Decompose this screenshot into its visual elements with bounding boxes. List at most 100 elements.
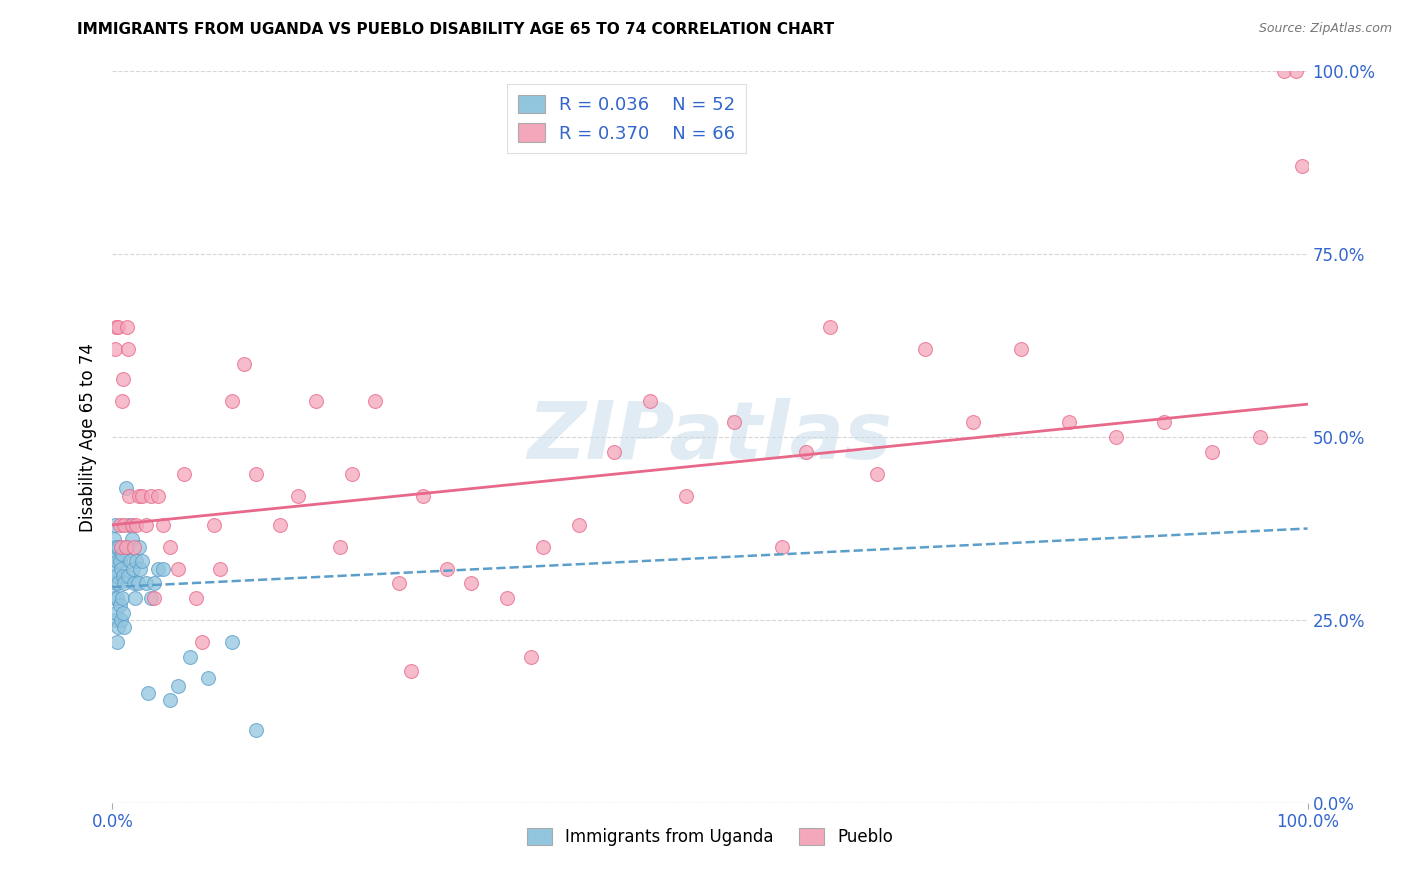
Point [436,562,458,576]
Legend: Immigrants from Uganda, Pueblo: Immigrants from Uganda, Pueblo [527,828,893,846]
Point [245,723,267,737]
Point [125,517,148,532]
Point [107,320,129,334]
Point [111,547,134,561]
Point [105,591,128,605]
Point [568,517,591,532]
Point [152,517,174,532]
Point [401,664,423,678]
Point [114,517,135,532]
Text: ZIPatlas: ZIPatlas [527,398,893,476]
Point [108,599,131,613]
Point [105,569,128,583]
Y-axis label: Disability Age 65 to 74: Disability Age 65 to 74 [79,343,97,532]
Point [104,343,127,357]
Point [128,489,150,503]
Point [112,371,135,385]
Point [104,517,127,532]
Point [128,540,150,554]
Point [202,517,225,532]
Point [245,467,267,481]
Point [143,576,166,591]
Point [866,467,889,481]
Point [221,393,243,408]
Point [1272,64,1295,78]
Point [117,569,139,583]
Point [112,606,135,620]
Point [107,576,129,591]
Point [412,489,434,503]
Point [1249,430,1271,444]
Point [105,606,128,620]
Point [167,679,190,693]
Point [167,562,190,576]
Point [121,562,143,576]
Point [138,686,160,700]
Point [104,547,127,561]
Point [818,320,841,334]
Point [108,554,131,568]
Point [124,591,146,605]
Point [103,533,125,547]
Point [105,320,128,334]
Point [233,357,256,371]
Point [105,554,128,568]
Point [104,613,127,627]
Point [139,591,162,605]
Point [107,620,129,634]
Point [209,562,232,576]
Point [118,489,141,503]
Point [640,393,662,408]
Point [131,554,153,568]
Point [114,540,136,554]
Point [114,576,135,591]
Point [104,576,127,591]
Point [723,416,745,430]
Point [269,517,291,532]
Point [127,576,149,591]
Point [105,540,128,554]
Point [115,320,138,334]
Point [1201,444,1223,458]
Point [1010,343,1032,357]
Point [173,467,195,481]
Point [112,569,135,583]
Point [122,540,145,554]
Point [305,393,328,408]
Point [675,489,697,503]
Text: IMMIGRANTS FROM UGANDA VS PUEBLO DISABILITY AGE 65 TO 74 CORRELATION CHART: IMMIGRANTS FROM UGANDA VS PUEBLO DISABIL… [77,22,834,37]
Point [770,540,793,554]
Point [135,517,157,532]
Point [603,444,626,458]
Point [1153,416,1175,430]
Point [520,649,543,664]
Point [146,489,169,503]
Point [103,591,125,605]
Point [115,540,138,554]
Point [107,540,129,554]
Point [111,591,134,605]
Point [110,613,132,627]
Point [139,489,162,503]
Point [108,517,131,532]
Point [388,576,411,591]
Point [110,562,132,576]
Point [146,562,169,576]
Point [118,517,141,532]
Point [496,591,519,605]
Point [114,481,136,495]
Point [111,393,134,408]
Point [1291,160,1313,174]
Point [129,562,152,576]
Point [191,635,214,649]
Point [125,554,148,568]
Point [179,649,201,664]
Point [105,635,128,649]
Point [460,576,482,591]
Text: Source: ZipAtlas.com: Source: ZipAtlas.com [1258,22,1392,36]
Point [152,562,174,576]
Point [122,576,145,591]
Point [329,540,352,554]
Point [159,693,181,707]
Point [340,467,363,481]
